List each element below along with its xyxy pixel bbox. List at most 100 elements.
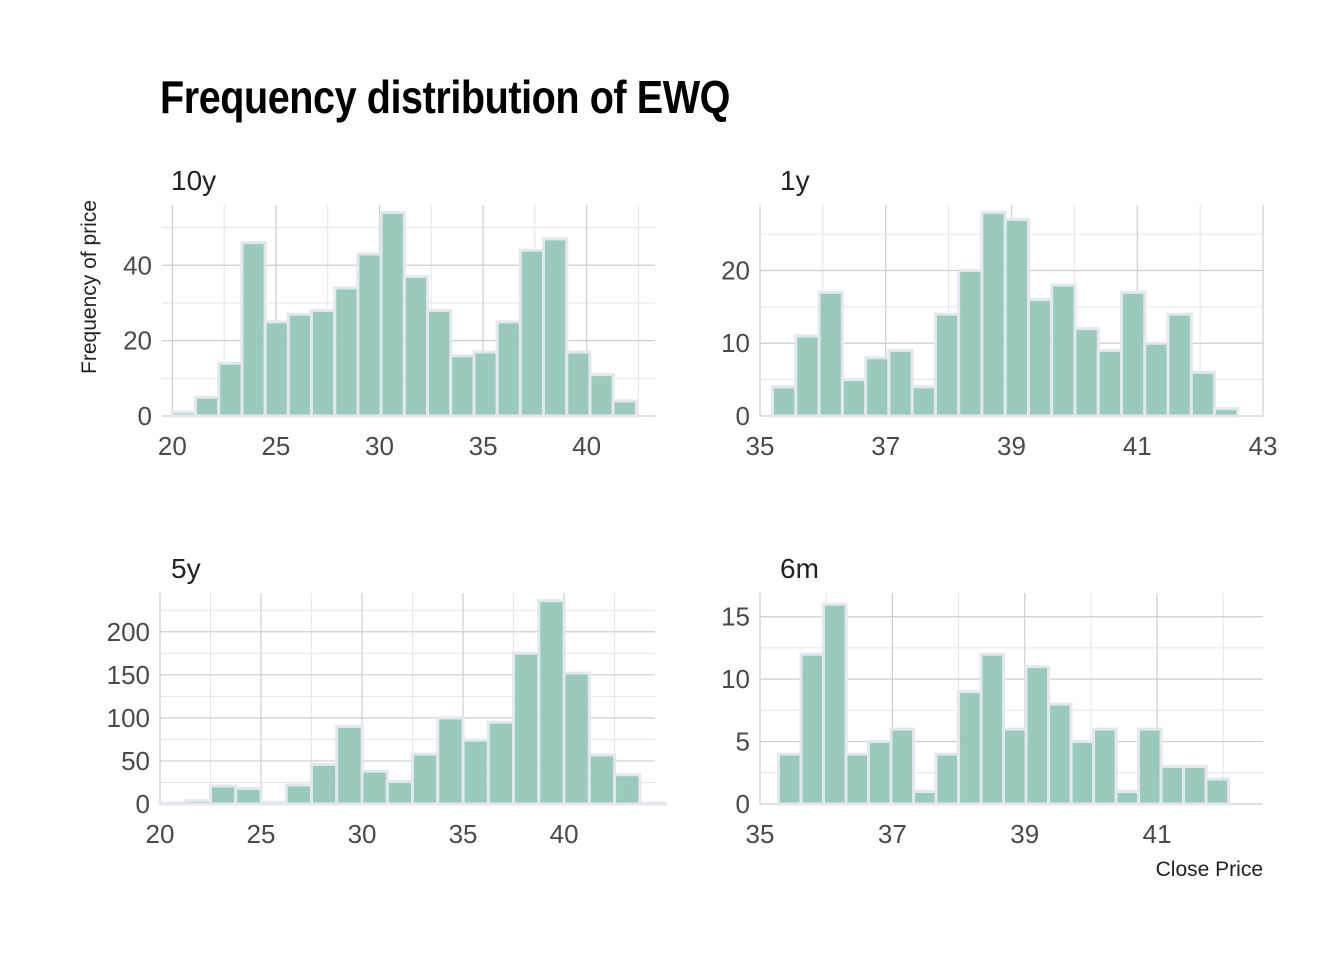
- facet-label: 6m: [780, 553, 819, 584]
- histogram-bar: [486, 720, 516, 806]
- y-tick-label: 20: [123, 326, 152, 356]
- histogram-bar: [542, 237, 569, 418]
- x-tick-label: 41: [1143, 819, 1172, 849]
- histogram-bar: [436, 716, 465, 806]
- histogram-bar: [1047, 702, 1073, 806]
- histogram-bar: [979, 652, 1006, 806]
- histogram-bar: [518, 248, 546, 418]
- histogram-bar: [1213, 407, 1240, 418]
- y-axis-title: Frequency of price: [78, 200, 101, 374]
- y-tick-label: 0: [136, 789, 150, 819]
- histogram-bar: [512, 651, 541, 806]
- histogram-bar: [777, 752, 803, 806]
- histogram-bar: [794, 334, 821, 418]
- histogram-bar: [411, 752, 440, 806]
- y-tick-label: 100: [107, 703, 150, 733]
- histogram-bar: [1069, 740, 1096, 806]
- histogram-bar: [1189, 370, 1217, 418]
- histogram-bar: [1137, 727, 1163, 806]
- histogram-bar: [844, 752, 871, 806]
- histogram-bar: [263, 320, 290, 418]
- y-tick-label: 150: [107, 660, 150, 690]
- histogram-bar: [356, 252, 383, 418]
- histogram-bar: [1182, 765, 1208, 806]
- histogram-bar: [259, 800, 288, 806]
- histogram-bar: [1096, 349, 1124, 418]
- histogram-bar: [217, 361, 244, 418]
- y-tick-label: 40: [123, 250, 152, 280]
- histogram-bar: [1143, 341, 1170, 418]
- y-tick-label: 0: [138, 401, 152, 431]
- histogram-bar: [1092, 727, 1118, 806]
- x-tick-label: 25: [247, 819, 276, 849]
- x-tick-label: 37: [878, 819, 907, 849]
- histogram-bar: [817, 290, 844, 418]
- panel-6m: 0 5 10 15 35 37 39 41 6m: [721, 553, 1263, 849]
- histogram-bar: [234, 786, 263, 806]
- x-tick-label: 43: [1249, 431, 1278, 461]
- histogram-bar: [933, 312, 961, 418]
- histogram-bar: [588, 373, 615, 418]
- histogram-bar: [537, 599, 566, 806]
- panel-1y: 0 10 20 35 37 39 41 43 1y: [721, 165, 1277, 461]
- y-tick-label: 10: [721, 664, 750, 694]
- histogram-bar: [1073, 327, 1100, 418]
- histogram-bar: [240, 241, 267, 418]
- histogram-bar: [613, 773, 642, 806]
- histogram-bar: [638, 801, 667, 806]
- histogram-bar: [472, 350, 499, 418]
- histogram-bar: [183, 799, 213, 806]
- x-tick-label: 39: [997, 431, 1026, 461]
- histogram-bar: [360, 769, 389, 806]
- histogram-bar: [495, 320, 522, 418]
- x-tick-label: 35: [469, 431, 498, 461]
- x-tick-label: 35: [746, 819, 775, 849]
- histogram-bar: [449, 354, 476, 418]
- y-tick-label: 0: [736, 789, 750, 819]
- facet-label: 10y: [171, 165, 216, 196]
- y-tick-label: 50: [121, 746, 150, 776]
- y-tick-label: 20: [721, 255, 750, 285]
- histogram-bar: [158, 801, 187, 806]
- histogram-bar: [912, 790, 938, 806]
- x-tick-label: 40: [550, 819, 579, 849]
- histogram-bar: [565, 350, 592, 418]
- histogram-bar: [310, 309, 337, 418]
- x-tick-label: 20: [146, 819, 175, 849]
- x-tick-label: 25: [261, 431, 290, 461]
- histogram-bar: [335, 724, 364, 806]
- histogram-bar: [194, 395, 221, 418]
- histogram-bar: [864, 356, 891, 418]
- histogram-bar: [1003, 218, 1030, 418]
- histogram-bar: [170, 410, 198, 418]
- histogram-bar: [1120, 290, 1147, 418]
- x-axis-title: Close Price: [1156, 858, 1263, 881]
- histogram-bar: [402, 275, 430, 418]
- histogram-bar: [587, 753, 617, 806]
- chart-title: Frequency distribution of EWQ: [160, 71, 730, 123]
- histogram-bar: [840, 378, 868, 418]
- histogram-bar: [461, 738, 490, 806]
- histogram-bar: [209, 784, 238, 806]
- histogram-bar: [1114, 790, 1141, 806]
- y-tick-label: 5: [736, 727, 750, 757]
- histogram-bar: [379, 211, 406, 418]
- x-tick-label: 35: [449, 819, 478, 849]
- x-tick-label: 35: [746, 431, 775, 461]
- histogram-bar: [284, 783, 314, 806]
- histogram-bar: [1159, 765, 1186, 806]
- histogram-bar: [799, 652, 826, 806]
- x-tick-label: 37: [871, 431, 900, 461]
- histogram-bar: [611, 399, 638, 418]
- x-tick-label: 30: [365, 431, 394, 461]
- y-tick-label: 0: [736, 401, 750, 431]
- histogram-bar: [867, 740, 893, 806]
- y-tick-label: 15: [721, 602, 750, 632]
- panel-5y: 0 50 100 150 200 20 25 30 35 40 5y: [107, 553, 667, 849]
- x-tick-label: 30: [348, 819, 377, 849]
- histogram-bar: [822, 602, 848, 806]
- y-tick-label: 200: [107, 617, 150, 647]
- histogram-bar: [957, 268, 984, 418]
- x-tick-label: 39: [1010, 819, 1039, 849]
